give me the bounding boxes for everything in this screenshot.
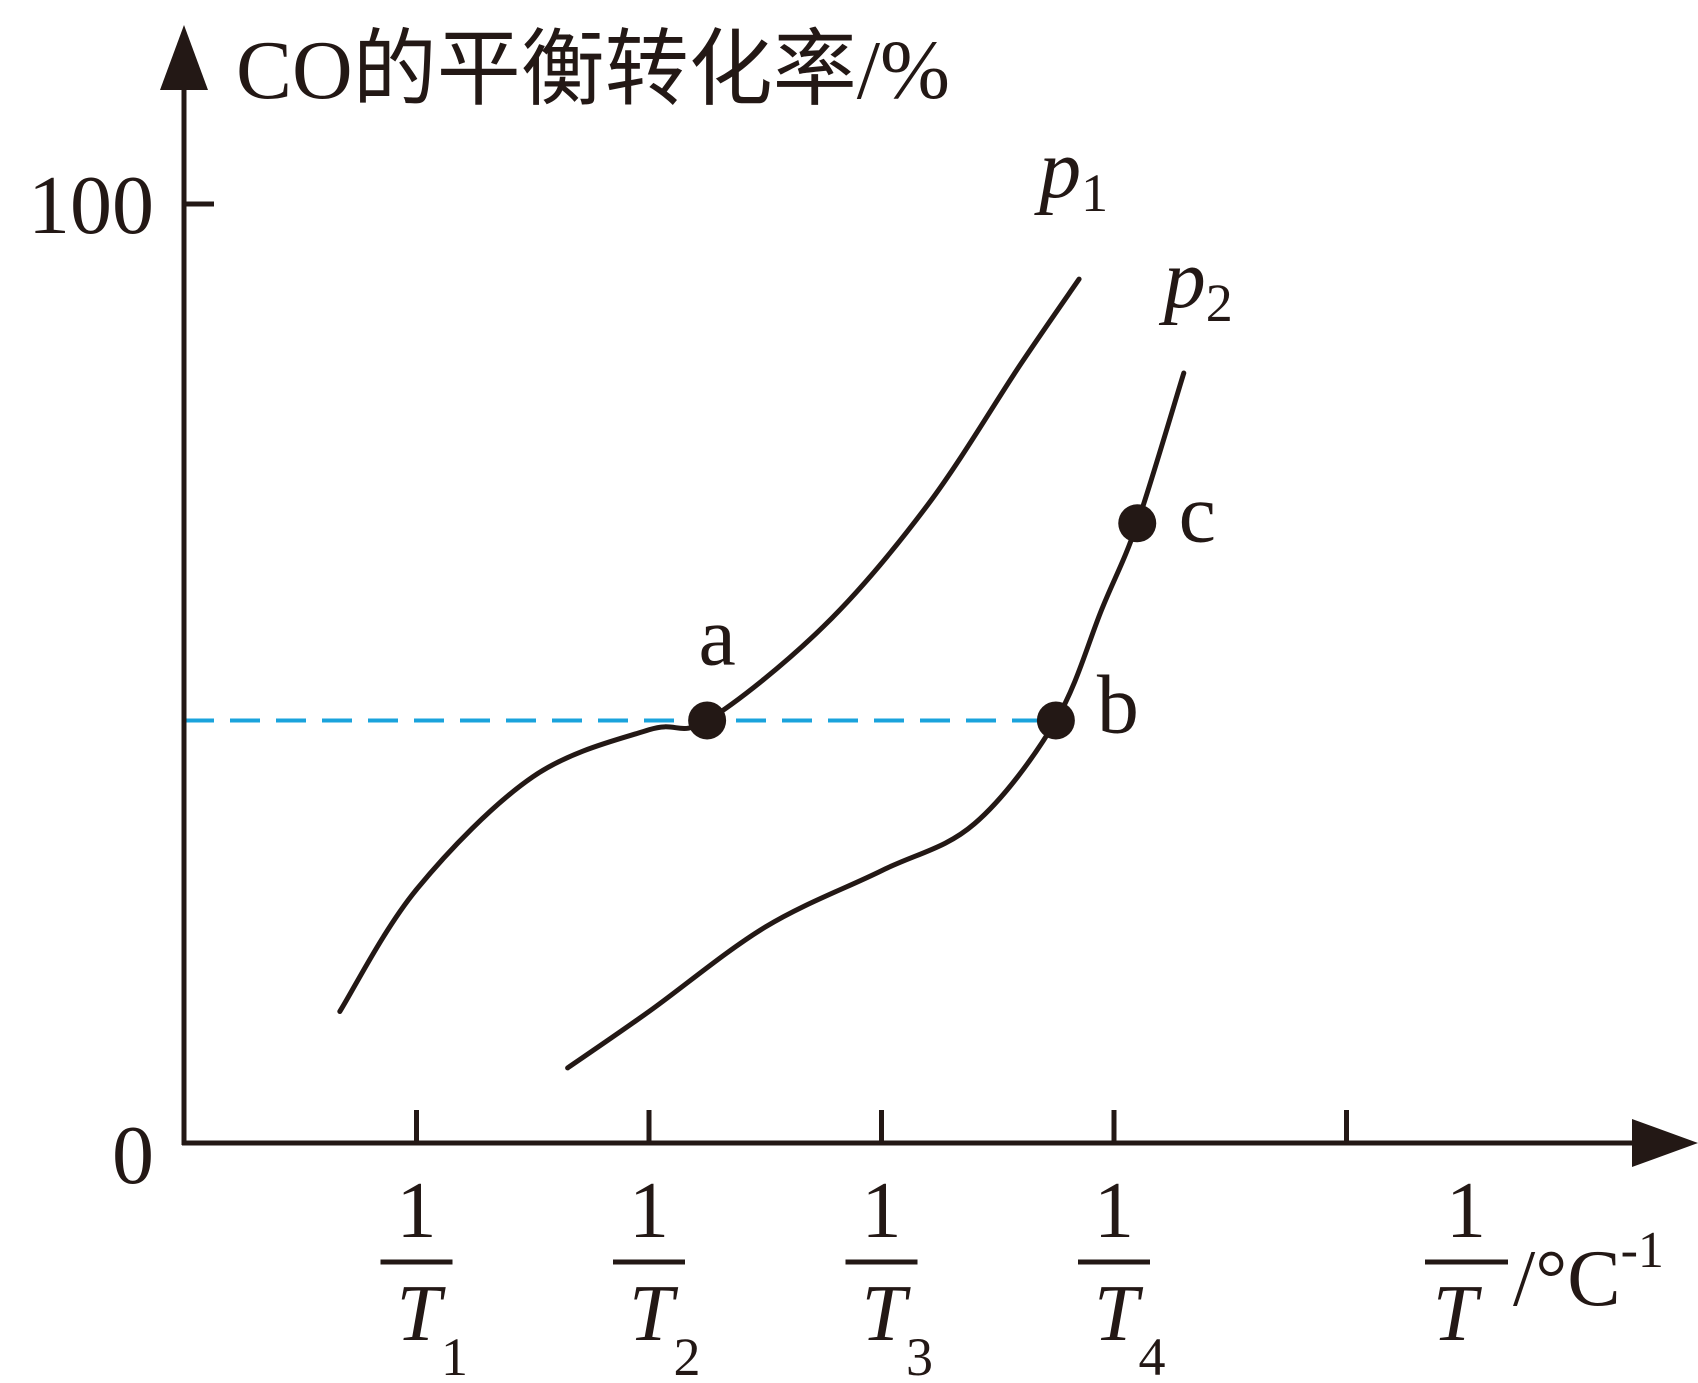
- x-tick-label-sub: 3: [906, 1327, 933, 1383]
- x-tick-label-denominator: T2: [629, 1270, 701, 1383]
- point-c: [1118, 504, 1157, 543]
- x-axis-title: 1 T /°C-1: [1425, 1167, 1664, 1358]
- point-a: [688, 701, 727, 740]
- x-title-unit-text: /°C: [1513, 1235, 1621, 1323]
- x-tick-label-numerator: 1: [397, 1167, 437, 1255]
- y-axis-title: CO的平衡转化率/%: [236, 24, 950, 117]
- x-tick-label-sub: 4: [1139, 1327, 1166, 1383]
- series-label-sub: 1: [1081, 163, 1108, 223]
- series-label-base: p: [1034, 123, 1081, 216]
- point-label-b: b: [1097, 658, 1139, 751]
- axes: [160, 25, 1698, 1167]
- series-label-base: p: [1159, 233, 1206, 326]
- x-tick-label-numerator: 1: [862, 1167, 902, 1255]
- x-tick-label-numerator: 1: [1094, 1167, 1134, 1255]
- x-tick-label-denominator: T3: [862, 1270, 934, 1383]
- x-title-unit: /°C-1: [1513, 1222, 1664, 1323]
- x-tick-label-base: T: [629, 1270, 679, 1358]
- x-tick-label-sub: 2: [674, 1327, 701, 1383]
- x-tick-label-sub: 1: [441, 1327, 468, 1383]
- labels: CO的平衡转化率/% 1 T /°C-1: [236, 24, 1664, 1358]
- y-axis-arrow: [160, 25, 208, 90]
- point-label-c: c: [1179, 467, 1216, 560]
- x-title-denominator: T: [1433, 1270, 1483, 1358]
- x-tick-label-numerator: 1: [629, 1167, 669, 1255]
- series-label-p2: p2: [1159, 233, 1233, 333]
- x-tick-label-base: T: [862, 1270, 912, 1358]
- x-axis-arrow: [1632, 1119, 1698, 1167]
- point-label-a: a: [698, 590, 735, 683]
- y-tick-label: 0: [112, 1109, 154, 1202]
- series-line-p2: [565, 370, 1187, 1071]
- series-label-sub: 2: [1206, 273, 1233, 333]
- x-tick-label-denominator: T4: [1094, 1270, 1166, 1383]
- x-tick-label-denominator: T1: [397, 1270, 469, 1383]
- y-tick-label: 100: [28, 159, 154, 252]
- marked-points: a b c: [688, 467, 1216, 751]
- x-title-numerator: 1: [1446, 1167, 1486, 1255]
- point-b: [1036, 701, 1075, 740]
- x-tick-label-base: T: [397, 1270, 447, 1358]
- x-title-unit-sup: -1: [1621, 1222, 1664, 1279]
- x-tick-label-base: T: [1094, 1270, 1144, 1358]
- series-label-p1: p1: [1034, 123, 1108, 223]
